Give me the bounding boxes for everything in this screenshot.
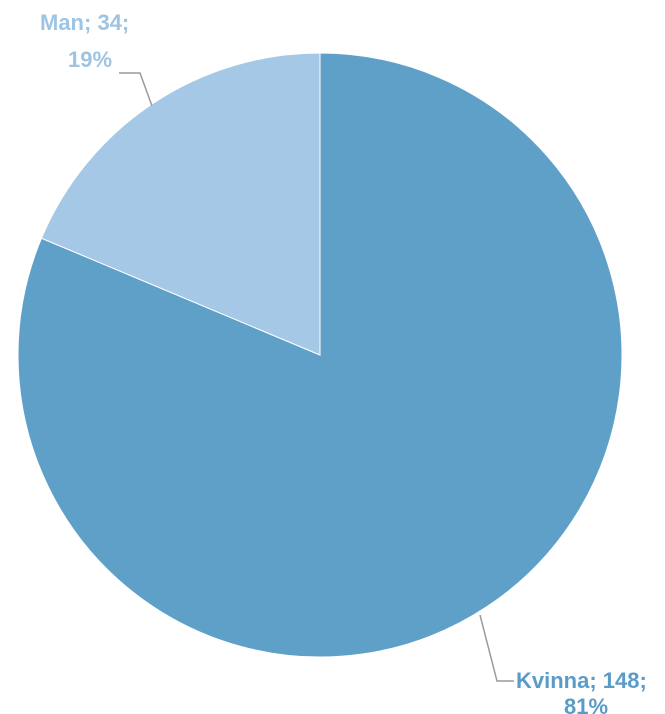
data-label-kvinna-line2: 81% bbox=[564, 694, 608, 714]
leader-line-kvinna bbox=[479, 614, 514, 682]
pie-slices bbox=[17, 52, 623, 658]
data-label-man-line2: 19% bbox=[68, 47, 112, 72]
data-labels: Kvinna; 148; 81% Man; 34; 19% bbox=[40, 10, 647, 714]
data-label-man-line1: Man; 34; bbox=[40, 10, 129, 35]
leader-line-man bbox=[119, 72, 153, 107]
pie-slice-man bbox=[40, 52, 321, 356]
leader-lines bbox=[119, 72, 514, 682]
data-label-kvinna-line1: Kvinna; 148; bbox=[516, 668, 647, 693]
